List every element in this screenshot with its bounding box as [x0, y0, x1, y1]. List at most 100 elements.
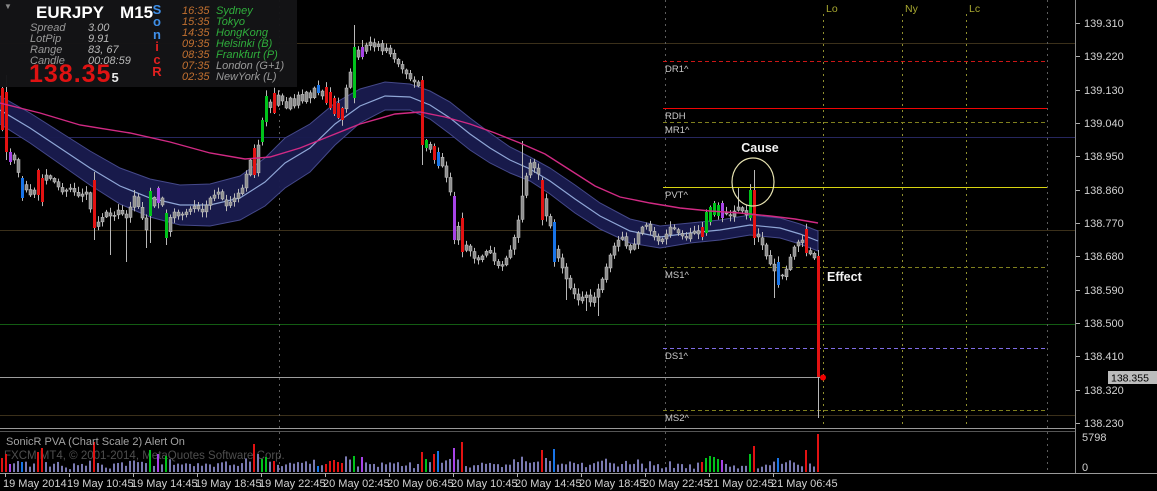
- volume-bar: [221, 462, 223, 472]
- volume-bar: [473, 465, 475, 472]
- volume-bar: [657, 464, 659, 472]
- volume-bar: [713, 457, 715, 472]
- candle-body: [84, 191, 89, 195]
- candle-body: [60, 187, 65, 193]
- volume-bar: [573, 462, 575, 472]
- candle-body: [44, 174, 49, 181]
- volume-bar: [365, 462, 367, 472]
- price-tick-label: 139.130: [1084, 85, 1124, 97]
- candle-body: [541, 180, 544, 220]
- volume-bar: [745, 465, 747, 472]
- volume-bar: [549, 460, 551, 472]
- candle-body: [372, 42, 377, 48]
- volume-bar: [161, 464, 163, 472]
- volume-bar: [665, 467, 667, 472]
- candle-body: [721, 203, 724, 218]
- candle-body: [749, 190, 752, 218]
- volume-bar: [213, 466, 215, 472]
- volume-bar: [449, 458, 451, 472]
- candle-body: [12, 154, 17, 161]
- candle-body: [600, 278, 605, 291]
- volume-bar: [33, 463, 35, 472]
- candle-body: [536, 167, 541, 175]
- volume-bar: [301, 462, 303, 472]
- volume-bar: [101, 464, 103, 472]
- watermark: FXCM MT4, © 2001-2014, MetaQuotes Softwa…: [4, 450, 285, 462]
- candle-body: [116, 209, 121, 216]
- volume-bar: [585, 467, 587, 472]
- volume-bar: [789, 460, 791, 472]
- volume-bar: [205, 463, 207, 472]
- candle-body: [348, 71, 353, 88]
- volume-bar: [225, 461, 227, 472]
- candle-body: [56, 181, 61, 188]
- candle-body: [548, 216, 553, 227]
- volume-bar: [553, 449, 555, 472]
- candle-body: [453, 196, 456, 240]
- candle-body: [400, 64, 405, 70]
- candle-body: [248, 159, 253, 176]
- candle-body: [256, 144, 261, 174]
- volume-bar: [773, 461, 775, 472]
- candle-body: [805, 229, 808, 253]
- candle-body: [128, 206, 133, 218]
- volume-bar: [729, 466, 731, 472]
- candle-body: [341, 108, 344, 120]
- candle-body: [80, 193, 85, 197]
- volume-bar: [105, 467, 107, 472]
- candle-body: [764, 244, 769, 257]
- volume-bar: [65, 467, 67, 472]
- volume-bar: [89, 460, 91, 472]
- volume-bar: [697, 462, 699, 472]
- candle-body: [88, 192, 93, 210]
- candle-body: [412, 79, 417, 83]
- volume-bar: [85, 465, 87, 472]
- volume-bar: [157, 454, 159, 472]
- candle-body: [364, 44, 369, 52]
- candle-body: [468, 245, 473, 252]
- candle-body: [648, 223, 653, 232]
- volume-bar: [313, 459, 315, 472]
- volume-bar: [517, 462, 519, 472]
- candle-body: [292, 98, 297, 107]
- candle-body: [620, 236, 625, 240]
- volume-bar: [649, 461, 651, 472]
- candle-body: [724, 212, 729, 215]
- volume-bar: [249, 461, 251, 472]
- panel-collapse-arrow[interactable]: ▼: [4, 2, 12, 11]
- candle-body: [24, 184, 29, 191]
- price-tick-label: 138.770: [1084, 218, 1124, 230]
- candle-body: [772, 263, 777, 272]
- candle-body: [553, 222, 556, 262]
- volume-bar: [509, 464, 511, 472]
- volume-bar: [749, 454, 751, 472]
- candle-body: [208, 197, 213, 206]
- candle-body: [512, 237, 517, 250]
- candle-body: [756, 233, 761, 238]
- volume-bar: [77, 465, 79, 472]
- candle-body: [376, 43, 381, 47]
- volume-bar: [557, 464, 559, 472]
- sonicr-logo-letter: n: [153, 26, 161, 42]
- candle-body: [304, 91, 309, 102]
- time-tick-label: 19 May 2014: [3, 478, 67, 490]
- volume-bar: [805, 450, 807, 472]
- candle-body: [705, 212, 708, 233]
- candle-body: [317, 85, 320, 93]
- candle-body: [504, 257, 509, 266]
- candle-body: [684, 236, 689, 239]
- volume-bar: [765, 464, 767, 472]
- volume-bar: [349, 459, 351, 472]
- candle-body: [284, 101, 289, 109]
- volume-bar: [229, 465, 231, 472]
- candle-body: [480, 255, 485, 260]
- candle-body: [520, 195, 525, 220]
- candle-body: [616, 239, 621, 247]
- volume-bar: [797, 464, 799, 472]
- candle-body: [196, 205, 201, 210]
- candle-body: [604, 266, 609, 280]
- candle-body: [440, 156, 445, 167]
- candle-body: [296, 94, 301, 106]
- candle-body: [28, 189, 33, 196]
